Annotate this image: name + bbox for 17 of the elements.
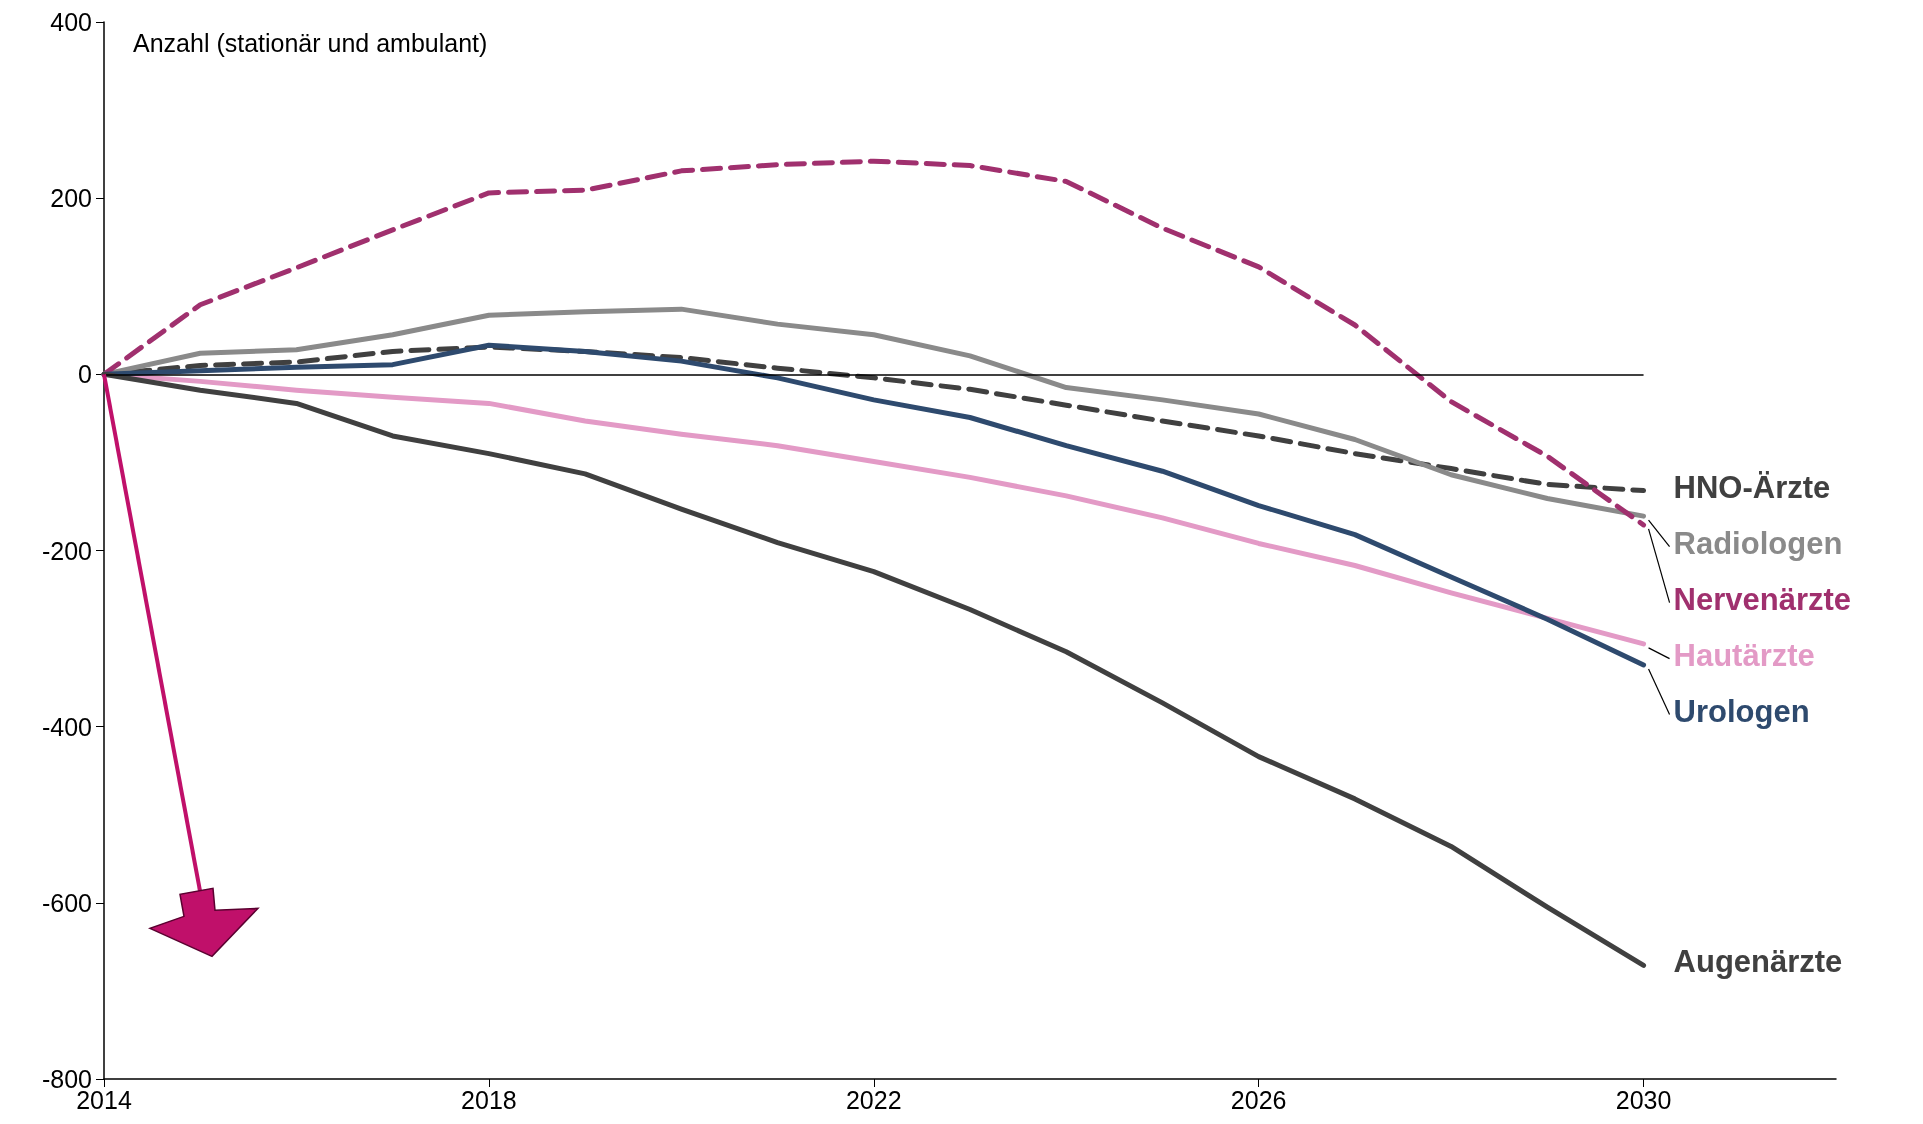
series-label: Urologen — [1673, 693, 1810, 729]
y-tick-label: 400 — [50, 8, 92, 36]
y-tick-label: -600 — [41, 888, 92, 917]
x-tick-label: 2018 — [461, 1085, 517, 1114]
y-tick-label: 0 — [78, 360, 92, 389]
text: Nervenärzte — [1673, 581, 1852, 617]
x-tick-label: 2026 — [1230, 1085, 1287, 1114]
series-label: Radiologen — [1673, 525, 1843, 561]
x-tick-label: 2030 — [1615, 1085, 1672, 1114]
y-tick-label: 200 — [50, 184, 92, 213]
series-label: Augenärzte — [1673, 944, 1843, 980]
x-tick-label: 2022 — [845, 1085, 902, 1114]
y-tick-label: -400 — [41, 712, 92, 741]
y-axis-title: Anzahl (stationär und ambulant) — [133, 28, 488, 57]
series-label: HNO-Ärzte — [1673, 469, 1831, 505]
y-tick-label: -200 — [41, 536, 92, 565]
series-label: Hautärzte — [1673, 637, 1815, 673]
